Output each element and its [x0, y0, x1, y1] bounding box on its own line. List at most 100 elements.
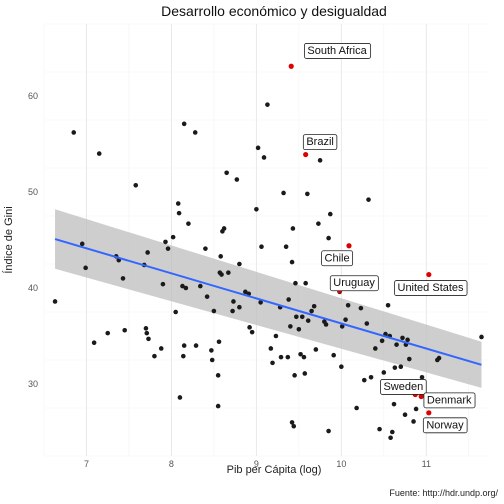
- data-point: [221, 226, 227, 231]
- data-point: [411, 419, 416, 424]
- data-point: [247, 325, 252, 330]
- fit-line-layer: [54, 238, 482, 366]
- data-point: [152, 353, 157, 359]
- data-point: [361, 377, 367, 383]
- data-point: [388, 435, 393, 441]
- data-point: [364, 321, 370, 326]
- data-point: [192, 130, 198, 135]
- country-label-box: [394, 280, 468, 296]
- data-point: [327, 211, 333, 217]
- country-label-text: South Africa: [307, 45, 367, 57]
- data-point: [288, 324, 293, 329]
- data-point: [354, 405, 359, 411]
- data-point: [419, 374, 425, 380]
- data-point: [278, 354, 284, 360]
- data-point: [326, 428, 331, 434]
- data-point: [377, 426, 382, 432]
- data-point: [249, 329, 255, 335]
- data-point: [165, 246, 171, 251]
- data-point: [226, 270, 231, 275]
- country-label-text: Chile: [325, 252, 350, 264]
- data-point: [379, 338, 385, 344]
- data-point: [326, 235, 331, 241]
- data-point: [317, 158, 323, 163]
- data-point: [193, 343, 199, 348]
- data-point: [373, 346, 378, 351]
- data-point: [303, 280, 308, 286]
- confidence-band-layer: [55, 209, 482, 388]
- data-point: [258, 300, 263, 305]
- data-point: [311, 303, 317, 309]
- country-label: Norway: [422, 417, 468, 434]
- country-label: South Africa: [304, 43, 372, 59]
- country-label-box: [321, 250, 354, 267]
- data-point: [339, 364, 344, 370]
- data-point: [296, 326, 302, 332]
- data-point: [294, 314, 299, 320]
- country-label-box: [329, 275, 379, 292]
- data-point: [436, 355, 442, 361]
- data-point: [133, 182, 139, 188]
- country-label: United States: [394, 280, 468, 296]
- source-caption: Fuente: http://hdr.undp.org/: [389, 488, 498, 498]
- country-label: Denmark: [423, 392, 476, 409]
- data-point: [413, 406, 419, 412]
- data-point: [281, 190, 286, 196]
- x-tick-label: 11: [422, 459, 431, 469]
- data-point: [305, 191, 310, 197]
- country-label: Sweden: [380, 379, 427, 395]
- x-axis-title: Pib per Cápita (log): [227, 464, 322, 476]
- data-point: [290, 226, 296, 231]
- data-point: [385, 302, 391, 308]
- country-label-text: Sweden: [383, 381, 423, 393]
- data-point: [181, 343, 187, 348]
- data-point: [215, 403, 221, 409]
- data-point: [366, 197, 371, 202]
- data-point: [158, 346, 164, 351]
- data-point: [400, 335, 405, 341]
- data-point: [286, 297, 291, 302]
- country-label: Uruguay: [329, 275, 379, 292]
- data-point: [285, 354, 291, 360]
- data-point: [96, 151, 102, 156]
- data-point: [289, 420, 295, 425]
- data-point: [175, 201, 181, 206]
- y-tick-label: 40: [28, 283, 38, 293]
- highlighted-point: [426, 271, 432, 278]
- country-label-box: [302, 134, 338, 151]
- data-point: [203, 246, 208, 251]
- chart-title: Desarrollo económico y desigualdad: [161, 3, 387, 19]
- data-point: [259, 244, 264, 250]
- data-point: [301, 354, 307, 360]
- country-label-text: Brazil: [306, 136, 334, 148]
- data-point: [91, 340, 97, 346]
- y-tick-label: 50: [28, 187, 38, 197]
- data-point: [283, 244, 289, 250]
- data-point: [237, 261, 242, 267]
- data-point: [215, 373, 221, 378]
- tick-labels: 7 8 9 10 11 30 40 50 60: [28, 91, 431, 469]
- data-point: [181, 353, 186, 359]
- data-point: [122, 327, 128, 333]
- data-point: [268, 346, 274, 351]
- data-point: [146, 336, 151, 342]
- data-point: [186, 221, 191, 226]
- data-point: [345, 302, 351, 308]
- country-label-box: [304, 43, 372, 59]
- data-point: [180, 283, 185, 289]
- data-point: [402, 412, 408, 418]
- data-point: [234, 177, 240, 182]
- highlighted-point: [426, 410, 432, 416]
- x-tick-label: 7: [84, 459, 89, 469]
- data-point: [177, 395, 183, 400]
- data-point: [270, 360, 275, 366]
- data-point: [391, 401, 397, 407]
- data-point: [394, 342, 399, 347]
- data-point: [331, 352, 336, 358]
- data-point: [160, 281, 166, 287]
- data-point: [316, 221, 321, 226]
- data-point: [358, 305, 364, 311]
- data-point: [254, 206, 259, 212]
- data-point: [181, 121, 187, 127]
